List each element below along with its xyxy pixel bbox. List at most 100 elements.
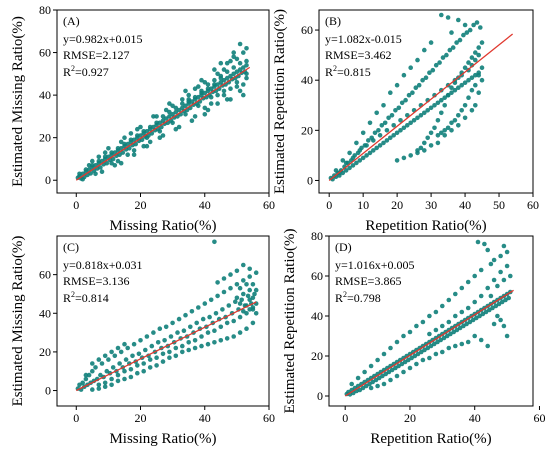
regression-equation: y=1.016x+0.005 [335,258,415,272]
data-point [96,382,102,388]
data-point [384,138,390,143]
data-point [104,160,110,166]
data-point [438,337,444,343]
r-squared-value: =0.814 [75,291,109,305]
data-point [176,316,182,322]
data-point [102,150,108,155]
data-point [141,129,146,134]
r-squared-prefix: R [63,65,71,79]
y-tick-label: 40 [39,306,51,320]
data-point [488,293,494,299]
data-point [440,303,445,309]
data-point [154,120,159,126]
data-point [459,285,465,291]
data-point [122,376,127,382]
data-point [250,282,256,287]
data-point [449,120,454,126]
data-point [368,363,374,369]
data-point [381,381,387,387]
data-point [476,90,482,95]
data-point [415,148,420,153]
data-point [498,253,503,259]
data-point [253,270,259,276]
data-point [472,299,478,305]
rmse-annotation: RMSE=3.136 [63,274,129,288]
r-squared-value: =0.815 [337,65,371,79]
data-point [478,337,484,343]
data-point [506,295,512,301]
plot-frame [56,235,270,407]
data-point [422,148,427,153]
data-point [440,55,446,60]
data-point [234,56,240,62]
data-point [398,128,403,133]
data-point [93,171,98,177]
data-point [144,143,150,149]
data-point [199,77,204,83]
data-point [367,120,373,126]
data-point [154,355,159,361]
data-point [237,60,243,66]
data-point [86,163,92,168]
data-point [396,363,401,369]
fit-line [75,66,251,181]
rmse-annotation: RMSE=3.865 [335,274,401,288]
data-point [160,351,166,357]
data-point [160,133,166,138]
data-point [504,263,510,269]
data-point [244,326,249,332]
data-point [427,313,432,319]
data-point [394,339,400,345]
data-point [394,373,400,379]
y-tick-label: 0 [307,173,313,187]
data-point [167,101,172,106]
y-tick-label: 0 [317,389,323,403]
data-point [212,328,217,334]
data-point [501,323,507,329]
data-point [247,287,252,293]
data-point [83,376,89,382]
data-point [213,311,219,316]
x-axis-title: Missing Ratio(%) [109,431,216,447]
data-point [418,145,424,151]
panel-label: (C) [63,240,79,254]
r-squared-value: =0.927 [75,65,109,79]
data-point [371,148,376,153]
data-point [473,50,478,55]
data-point [167,355,172,361]
data-point [220,307,225,312]
data-point [485,247,491,253]
y-tick-label: 0 [45,384,51,398]
data-point [416,82,422,88]
data-point [391,133,397,138]
data-point [125,152,130,157]
data-point [427,331,432,337]
data-point [245,293,251,299]
data-point [122,368,127,374]
data-point [234,268,240,274]
y-tick-label: 20 [39,345,51,359]
data-point [452,118,458,123]
data-point [422,347,427,353]
data-point [234,84,240,89]
data-point [141,368,146,374]
data-point [199,343,204,349]
data-point [469,87,475,93]
data-point [167,109,172,115]
data-point [234,282,240,287]
data-point [431,341,437,347]
data-point [371,138,376,143]
data-point [410,90,415,95]
data-point [396,105,402,111]
y-tick-label: 20 [39,131,51,145]
data-point [414,361,419,367]
rmse-annotation: RMSE=2.127 [63,48,129,62]
data-point [125,345,130,351]
data-point [109,150,114,155]
data-point [384,128,390,133]
data-point [377,143,383,148]
data-point [122,341,127,347]
data-point [354,140,359,146]
data-point [231,65,236,70]
data-point [508,273,513,279]
